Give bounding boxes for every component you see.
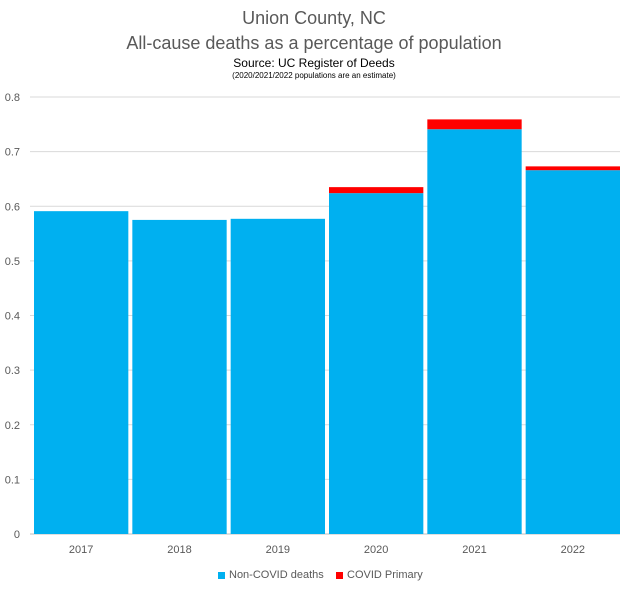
bar-covid-primary-2022 — [525, 166, 620, 171]
legend-swatch — [336, 571, 343, 579]
x-tick-label: 2019 — [266, 544, 290, 556]
legend-label: Non-COVID deaths — [229, 569, 324, 581]
y-tick-label: 0.8 — [5, 92, 20, 104]
y-tick-label: 0.2 — [5, 420, 20, 432]
x-tick-label: 2017 — [69, 544, 93, 556]
chart-subtitle: All-cause deaths as a percentage of popu… — [126, 33, 502, 53]
bar-covid-primary-2021 — [427, 119, 522, 130]
y-tick-label: 0.7 — [5, 147, 20, 159]
bar-non-covid-deaths-2021 — [427, 129, 522, 534]
bar-non-covid-deaths-2017 — [34, 211, 129, 534]
y-tick-label: 0.5 — [5, 256, 20, 268]
x-tick-label: 2022 — [561, 544, 585, 556]
x-tick-label: 2018 — [167, 544, 191, 556]
y-tick-label: 0.3 — [5, 365, 20, 377]
legend-item-noncovid: Non-COVID deaths — [218, 569, 324, 581]
x-tick-label: 2020 — [364, 544, 388, 556]
chart-source: Source: UC Register of Deeds — [233, 56, 395, 70]
y-tick-label: 0.4 — [5, 311, 20, 323]
y-tick-label: 0.1 — [5, 474, 20, 486]
legend-item-covid: COVID Primary — [336, 569, 423, 581]
bar-non-covid-deaths-2019 — [230, 218, 325, 534]
x-tick-label: 2021 — [462, 544, 486, 556]
chart-title: Union County, NC — [242, 8, 386, 28]
y-tick-label: 0 — [14, 529, 20, 541]
bar-non-covid-deaths-2018 — [132, 219, 227, 534]
bar-non-covid-deaths-2022 — [525, 170, 620, 534]
chart-note: (2020/2021/2022 populations are an estim… — [232, 71, 396, 80]
bar-non-covid-deaths-2020 — [329, 193, 424, 534]
legend-label: COVID Primary — [347, 569, 423, 581]
legend-swatch — [218, 571, 225, 579]
y-tick-label: 0.6 — [5, 201, 20, 213]
bar-covid-primary-2020 — [329, 187, 424, 194]
